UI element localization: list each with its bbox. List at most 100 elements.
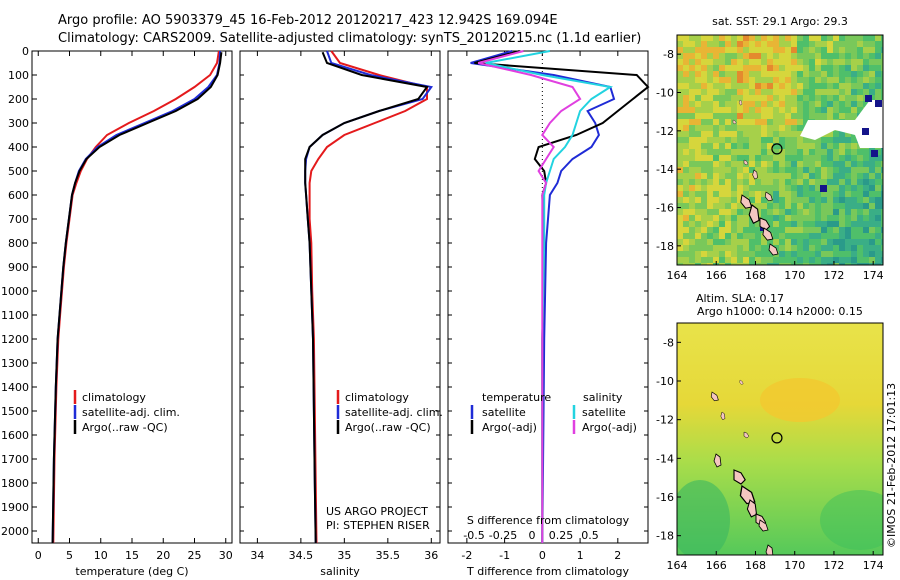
sst-cell	[731, 227, 737, 233]
sst-cell	[713, 149, 719, 155]
sst-cell	[761, 167, 767, 173]
sst-cell	[833, 155, 839, 161]
sst-cell	[791, 35, 797, 41]
xtick-label: 10	[94, 549, 108, 562]
sst-cell	[713, 131, 719, 137]
sst-cell	[731, 35, 737, 41]
sst-cell	[743, 77, 749, 83]
sst-cell	[689, 203, 695, 209]
sst-cell	[785, 113, 791, 119]
sst-cell	[713, 179, 719, 185]
sst-cell	[683, 59, 689, 65]
sst-cell	[707, 239, 713, 245]
sst-cell	[719, 83, 725, 89]
sst-cell	[677, 131, 683, 137]
sst-cell	[851, 185, 857, 191]
sst-cell	[851, 143, 857, 149]
sst-cell	[797, 65, 803, 71]
sst-cell	[725, 137, 731, 143]
sst-cell	[797, 191, 803, 197]
sal-legend-climatology: climatology	[345, 391, 409, 404]
sst-cell	[725, 125, 731, 131]
sst-cold-pixel	[820, 185, 827, 192]
sst-cell	[809, 83, 815, 89]
sst-cell	[833, 71, 839, 77]
sst-cell	[881, 77, 883, 83]
sst-cell	[779, 131, 785, 137]
sst-cell	[719, 257, 725, 263]
sst-cell	[833, 197, 839, 203]
sst-cell	[779, 263, 785, 265]
sst-cell	[827, 191, 833, 197]
sst-cell	[809, 101, 815, 107]
sst-cell	[869, 59, 875, 65]
sst-cell	[815, 143, 821, 149]
sst-cell	[875, 65, 881, 71]
sst-cell	[881, 221, 883, 227]
sst-cell	[737, 251, 743, 257]
sst-cell	[845, 143, 851, 149]
sst-cell	[683, 245, 689, 251]
sst-cell	[791, 149, 797, 155]
sst-cell	[857, 257, 863, 263]
sst-cell	[779, 113, 785, 119]
sst-cell	[677, 167, 683, 173]
series-line-climatology	[52, 50, 220, 544]
sst-cell	[761, 263, 767, 265]
sst-cell	[737, 197, 743, 203]
sst-cell	[749, 77, 755, 83]
sst-cell	[779, 119, 785, 125]
sst-cell	[815, 59, 821, 65]
sst-cell	[839, 227, 845, 233]
sst-cell	[749, 89, 755, 95]
sst-cell	[755, 125, 761, 131]
sst-cell	[809, 89, 815, 95]
sst-cell	[767, 185, 773, 191]
sst-cell	[767, 71, 773, 77]
sst-cell	[779, 59, 785, 65]
sst-cell	[689, 197, 695, 203]
sst-cell	[863, 251, 869, 257]
sst-cell	[833, 35, 839, 41]
sst-cell	[779, 191, 785, 197]
sst-cell	[827, 95, 833, 101]
sst-cell	[689, 77, 695, 83]
sst-cell	[809, 113, 815, 119]
sst-cell	[785, 137, 791, 143]
sst-cell	[785, 95, 791, 101]
sst-cell	[881, 47, 883, 53]
sst-cell	[725, 161, 731, 167]
sst-cell	[761, 41, 767, 47]
island	[710, 391, 719, 402]
sst-cell	[857, 161, 863, 167]
sst-cell	[767, 173, 773, 179]
sst-cell	[773, 155, 779, 161]
sst-cell	[713, 155, 719, 161]
sst-cell	[773, 221, 779, 227]
sst-cell	[821, 203, 827, 209]
sst-cell	[881, 41, 883, 47]
sst-cell	[785, 119, 791, 125]
sst-cell	[749, 263, 755, 265]
sst-cell	[737, 215, 743, 221]
sst-cell	[833, 41, 839, 47]
sst-cell	[773, 131, 779, 137]
sst-cell	[773, 119, 779, 125]
sst-cell	[875, 53, 881, 59]
sst-cell	[839, 113, 845, 119]
x2tick-label: -0.25	[489, 529, 517, 542]
sst-cell	[767, 209, 773, 215]
sst-cell	[731, 41, 737, 47]
sst-cell	[749, 245, 755, 251]
sst-cell	[761, 191, 767, 197]
sst-cell	[809, 209, 815, 215]
sst-cell	[677, 59, 683, 65]
series-line-argo-adj-	[474, 50, 650, 543]
sst-cell	[845, 137, 851, 143]
sst-cell	[719, 209, 725, 215]
sst-cell	[761, 125, 767, 131]
sst-cell	[701, 47, 707, 53]
map-ytick-label: -14	[656, 163, 674, 176]
sst-cell	[815, 71, 821, 77]
sst-cell	[815, 221, 821, 227]
